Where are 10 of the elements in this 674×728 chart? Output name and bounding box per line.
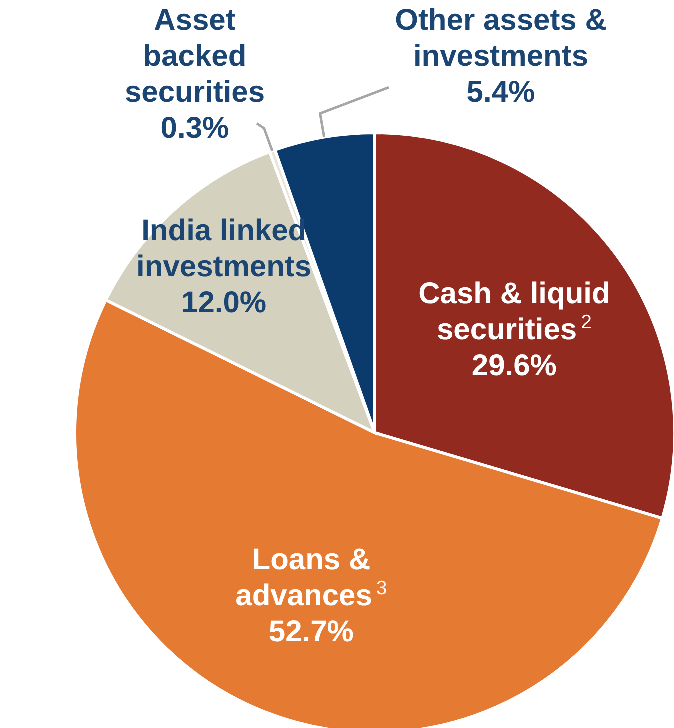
slice-label: Cash & liquid securities$^{2}$	[418, 277, 610, 346]
data-label: 12.0%	[182, 286, 267, 320]
data-label: 29.6%	[472, 349, 558, 382]
slice-label: Loans & advances$^{3}$	[236, 543, 388, 612]
slice-label: Asset backed securities	[124, 4, 266, 109]
data-label: 5.4%	[466, 76, 536, 109]
slice-label: India linked investments	[136, 214, 312, 284]
data-label: 0.3%	[160, 112, 230, 145]
data-label: 52.7%	[268, 615, 354, 648]
slice-label: Other assets & investments	[395, 4, 607, 73]
